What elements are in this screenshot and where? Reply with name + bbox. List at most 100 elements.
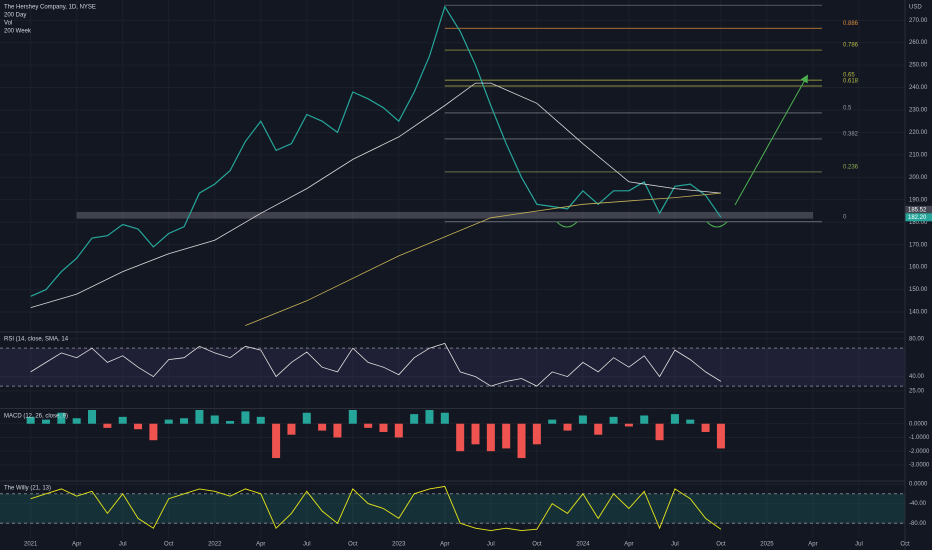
- y-tick-label: 160.00: [909, 265, 928, 271]
- rsi-line: [30, 342, 722, 387]
- macd-bar: [88, 410, 97, 424]
- y-tick-label: 210.00: [909, 152, 928, 158]
- x-tick-label: Oct: [348, 542, 358, 548]
- panel-title: The Willy (21, 13): [4, 486, 51, 492]
- y-tick-label: 40.00: [909, 374, 925, 380]
- macd-bar: [594, 423, 603, 435]
- macd-bar: [471, 423, 480, 445]
- macd-bar: [149, 423, 158, 441]
- x-tick-label: Jul: [487, 542, 495, 548]
- price-tag-label: 185.52: [908, 207, 927, 213]
- legend-entry: Vol: [4, 21, 12, 27]
- macd-bar: [410, 414, 419, 424]
- y-tick-label: -2.0000: [909, 449, 930, 455]
- macd-bar: [364, 423, 373, 428]
- support-zone: [76, 211, 813, 219]
- y-tick-label: 270.00: [909, 18, 928, 24]
- macd-bar: [164, 419, 173, 424]
- macd-bar: [609, 416, 618, 424]
- y-tick-label: 240.00: [909, 85, 928, 91]
- x-tick-label: Apr: [440, 542, 449, 548]
- x-tick-label: 2024: [576, 542, 590, 548]
- macd-bar: [103, 423, 112, 428]
- macd-bar: [716, 423, 725, 449]
- macd-bar: [548, 419, 557, 424]
- x-tick-label: Apr: [808, 542, 817, 548]
- macd-bar: [226, 420, 235, 424]
- x-tick-label: 2022: [208, 542, 222, 548]
- macd-bar: [670, 414, 679, 424]
- x-tick-label: Jul: [855, 542, 863, 548]
- x-tick-label: Apr: [256, 542, 265, 548]
- fib-label: 0.886: [843, 21, 859, 27]
- x-tick-label: 2025: [760, 542, 774, 548]
- macd-bar: [333, 423, 342, 438]
- fib-label: 0.382: [843, 132, 859, 138]
- x-tick-label: Jul: [671, 542, 679, 548]
- y-tick-label: 260.00: [909, 40, 928, 46]
- macd-bar: [272, 423, 281, 459]
- macd-bar: [57, 412, 66, 424]
- legend-entry: 200 Day: [4, 13, 26, 19]
- macd-bar: [42, 419, 51, 424]
- macd-bar: [456, 423, 465, 452]
- fib-label: 0.786: [843, 43, 859, 49]
- currency: USD: [909, 5, 922, 11]
- y-tick-label: 190.00: [909, 197, 928, 203]
- y-tick-label: -80.00: [909, 521, 927, 527]
- price-tag: [905, 205, 932, 214]
- macd-bar: [502, 423, 511, 449]
- y-tick-label: 230.00: [909, 108, 928, 114]
- macd-bar: [348, 410, 357, 424]
- x-tick-label: Apr: [72, 542, 81, 548]
- macd-bar: [72, 418, 81, 424]
- y-tick-label: 80.00: [909, 336, 925, 342]
- panel-title: MACD (12, 26, close, 9): [4, 414, 68, 420]
- macd-bar: [134, 423, 143, 430]
- macd-bar: [287, 423, 296, 435]
- y-tick-label: 180.00: [909, 220, 928, 226]
- macd-bar: [318, 423, 327, 431]
- macd-bar: [578, 415, 587, 424]
- macd-bar: [486, 423, 495, 452]
- bottom-curve: [706, 221, 728, 228]
- macd-bar: [440, 412, 449, 424]
- macd-bar: [26, 416, 35, 424]
- y-tick-label: 200.00: [909, 175, 928, 181]
- legend-entry: 200 Week: [4, 29, 32, 35]
- x-tick-label: Oct: [716, 542, 726, 548]
- macd-bar: [532, 423, 541, 445]
- x-tick-label: Jul: [303, 542, 311, 548]
- moving-average: [30, 82, 721, 308]
- y-tick-label: -1.0000: [909, 435, 930, 441]
- macd-bar: [425, 410, 434, 424]
- y-tick-label: 170.00: [909, 242, 928, 248]
- y-tick-label: 140.00: [909, 310, 928, 316]
- macd-bar: [517, 423, 526, 459]
- macd-bar: [640, 415, 649, 424]
- target-arrow: [734, 74, 808, 206]
- rsi-band: [0, 348, 905, 387]
- y-tick-label: 25.00: [909, 388, 925, 394]
- macd-bar: [118, 416, 127, 424]
- y-tick-label: -3.0000: [909, 462, 930, 468]
- macd-bar: [624, 423, 633, 427]
- fib-label: 0.618: [843, 79, 859, 85]
- macd-bar: [394, 423, 403, 438]
- willy-band: [0, 493, 905, 524]
- x-tick-label: Jul: [119, 542, 127, 548]
- price-line: [30, 5, 722, 297]
- macd-bar: [210, 415, 219, 424]
- x-tick-label: Oct: [532, 542, 542, 548]
- macd-bar: [256, 416, 265, 424]
- macd-bar: [686, 419, 695, 424]
- willy-line: [30, 485, 722, 532]
- y-tick-label: 220.00: [909, 130, 928, 136]
- y-tick-label: 0.0000: [909, 482, 928, 488]
- macd-bar: [379, 423, 388, 432]
- fib-label: 0: [843, 214, 847, 220]
- macd-bar: [655, 423, 664, 441]
- moving-average: [245, 192, 721, 326]
